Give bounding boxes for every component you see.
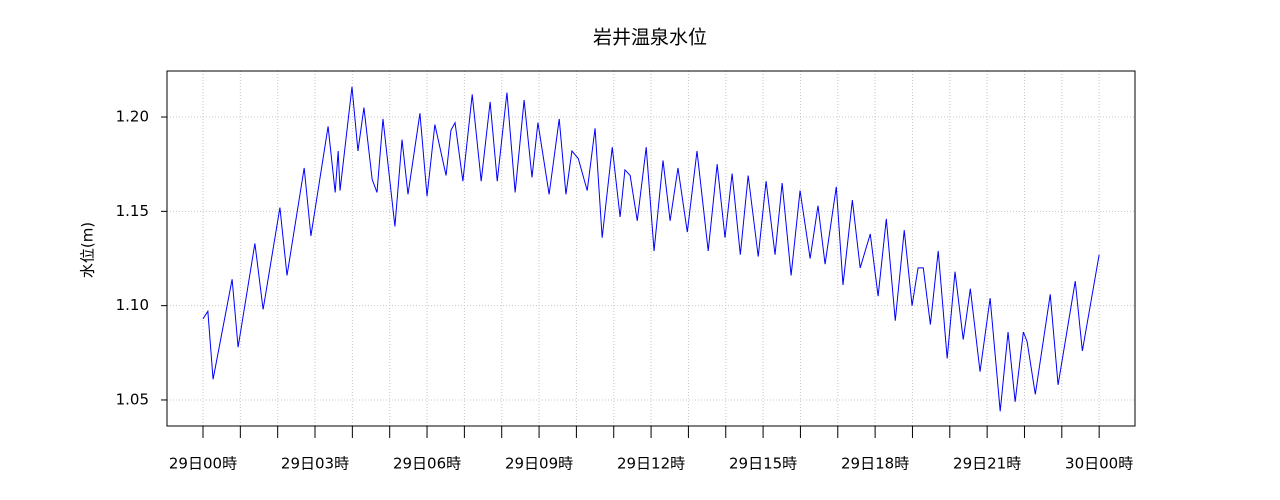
x-tick-label: 29日12時 bbox=[617, 455, 685, 473]
y-tick-label: 1.15 bbox=[116, 202, 149, 220]
data-line bbox=[202, 86, 1100, 412]
x-tick-label: 29日03時 bbox=[281, 455, 349, 473]
x-tick-label: 29日21時 bbox=[953, 455, 1021, 473]
x-tick-label: 29日00時 bbox=[169, 455, 237, 473]
x-tick-label: 29日15時 bbox=[729, 455, 797, 473]
plot-frame bbox=[166, 70, 1136, 427]
y-tick-label: 1.05 bbox=[116, 390, 149, 408]
y-tick-label: 1.20 bbox=[116, 108, 149, 126]
x-tick-label: 29日09時 bbox=[505, 455, 573, 473]
y-tick-label: 1.10 bbox=[116, 296, 149, 314]
x-tick-label: 30日00時 bbox=[1065, 455, 1133, 473]
chart-title: 岩井温泉水位 bbox=[593, 27, 707, 49]
y-axis-label: 水位(m) bbox=[79, 222, 97, 278]
x-tick-label: 29日18時 bbox=[841, 455, 909, 473]
x-tick-label: 29日06時 bbox=[393, 455, 461, 473]
